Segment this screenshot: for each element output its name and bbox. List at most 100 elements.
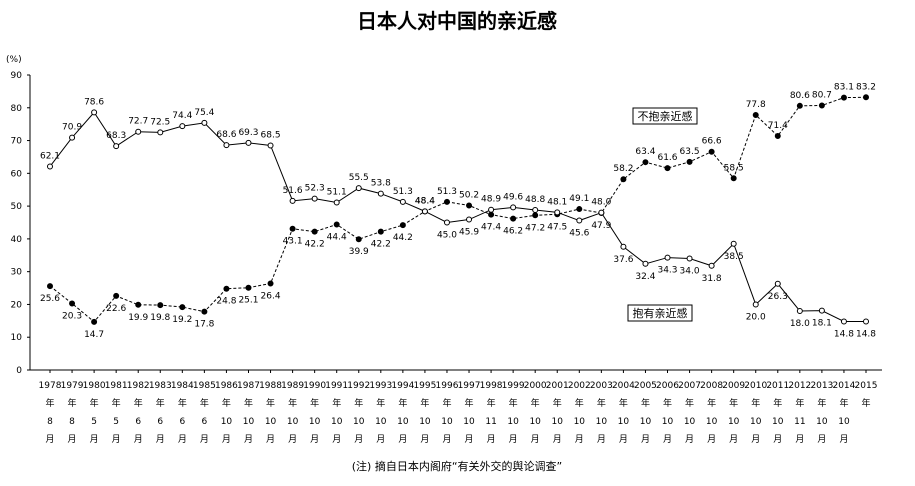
- data-label: 45.9: [459, 228, 479, 238]
- data-point: [443, 198, 450, 205]
- x-tick-label: 2012 年 11 月: [788, 381, 811, 445]
- data-point: [488, 211, 495, 218]
- data-point: [355, 185, 362, 192]
- x-tick-label: 1991 年 10 月: [325, 381, 348, 445]
- data-label: 48.1: [547, 197, 567, 207]
- data-point: [686, 255, 693, 262]
- data-point: [840, 318, 847, 325]
- data-label: 45.0: [437, 231, 457, 241]
- x-tick-label: 1979 年 8 月: [61, 381, 84, 445]
- data-point: [91, 318, 98, 325]
- data-label: 17.8: [194, 320, 214, 330]
- x-tick-label: 1996 年 10 月: [436, 381, 459, 445]
- x-tick-label: 2010 年 10 月: [744, 381, 767, 445]
- data-label: 55.5: [349, 173, 369, 183]
- data-point: [267, 280, 274, 287]
- data-label: 46.2: [503, 227, 523, 237]
- data-label: 19.8: [150, 313, 170, 323]
- data-point: [421, 208, 428, 215]
- data-label: 38.5: [724, 252, 744, 262]
- data-point: [642, 260, 649, 267]
- note: (注) 摘自日本内阁府“有关外交的舆论调查”: [352, 459, 562, 473]
- data-label: 78.6: [84, 97, 104, 107]
- data-point: [69, 134, 76, 141]
- x-tick-label: 2011 年 10 月: [766, 381, 789, 445]
- data-label: 63.4: [635, 147, 655, 157]
- data-point: [774, 280, 781, 287]
- data-label: 80.7: [812, 90, 832, 100]
- data-point: [289, 225, 296, 232]
- data-label: 83.2: [856, 82, 876, 92]
- data-point: [47, 283, 53, 290]
- x-tick-label: 1985 年 6 月: [193, 381, 216, 445]
- data-label: 70.9: [62, 123, 82, 133]
- x-tick-label: 2005 年 10 月: [634, 381, 657, 445]
- data-label: 42.2: [371, 240, 391, 250]
- data-point: [135, 128, 142, 135]
- data-label: 20.3: [62, 311, 82, 321]
- data-point: [223, 285, 230, 292]
- data-label: 63.5: [680, 147, 700, 157]
- x-tick-label: 1982 年 6 月: [127, 381, 150, 445]
- data-label: 49.6: [503, 192, 523, 202]
- data-label: 51.1: [327, 188, 347, 198]
- x-tick-label: 1990 年 10 月: [303, 381, 326, 445]
- data-label: 49.1: [569, 194, 589, 204]
- data-label: 44.2: [393, 233, 413, 243]
- data-point: [91, 109, 98, 116]
- y-tick-label: 80: [11, 104, 23, 114]
- data-label: 31.8: [702, 274, 722, 284]
- data-label: 47.5: [547, 222, 567, 232]
- x-tick-label: 1989 年 10 月: [281, 381, 304, 445]
- x-tick-label: 2014 年 10 月: [832, 381, 855, 445]
- data-label: 58.2: [613, 164, 633, 174]
- x-tick-label: 2001 年 10 月: [546, 381, 569, 445]
- legend-label: 不抱亲近感: [638, 109, 693, 123]
- y-tick-label: 90: [11, 71, 23, 81]
- data-label: 52.3: [305, 184, 325, 194]
- data-label: 75.4: [194, 108, 214, 118]
- data-point: [157, 302, 164, 309]
- data-label: 14.8: [834, 329, 854, 339]
- data-point: [377, 228, 384, 235]
- x-tick-label: 2000 年 10 月: [524, 381, 547, 445]
- data-point: [686, 158, 693, 165]
- data-point: [708, 148, 715, 155]
- data-label: 47.4: [481, 223, 501, 233]
- data-point: [245, 284, 252, 291]
- x-tick-label: 2003 年 10 月: [590, 381, 613, 445]
- data-label: 48.4: [415, 196, 435, 206]
- data-point: [863, 318, 869, 325]
- data-label: 43.1: [283, 237, 303, 247]
- x-tick-label: 2015 年: [855, 381, 878, 409]
- data-point: [69, 300, 76, 307]
- data-point: [532, 212, 539, 219]
- x-tick-label: 1978 年 8 月: [39, 381, 62, 445]
- x-tick-label: 1981 年 5 月: [105, 381, 128, 445]
- data-point: [510, 204, 517, 211]
- data-label: 19.2: [172, 315, 192, 325]
- x-tick-label: 2007 年 10 月: [678, 381, 701, 445]
- y-tick-label: 20: [11, 300, 23, 310]
- y-tick-label: 60: [11, 169, 23, 179]
- data-label: 71.4: [768, 121, 788, 131]
- data-point: [113, 143, 120, 150]
- data-point: [818, 102, 825, 109]
- data-label: 72.5: [150, 117, 170, 127]
- data-point: [157, 129, 164, 136]
- data-point: [752, 301, 759, 308]
- data-point: [510, 215, 517, 222]
- legend-label: 抱有亲近感: [633, 306, 688, 320]
- data-point: [708, 262, 715, 269]
- x-tick-label: 1998 年 11 月: [480, 381, 503, 445]
- data-label: 19.9: [128, 313, 148, 323]
- data-label: 22.6: [106, 304, 126, 314]
- data-label: 48.9: [481, 195, 501, 205]
- data-point: [796, 308, 803, 314]
- data-point: [664, 165, 671, 172]
- data-point: [576, 217, 583, 224]
- data-label: 14.7: [84, 330, 104, 340]
- y-tick-label: 10: [11, 333, 23, 343]
- data-point: [399, 198, 406, 205]
- data-label: 25.6: [40, 294, 60, 304]
